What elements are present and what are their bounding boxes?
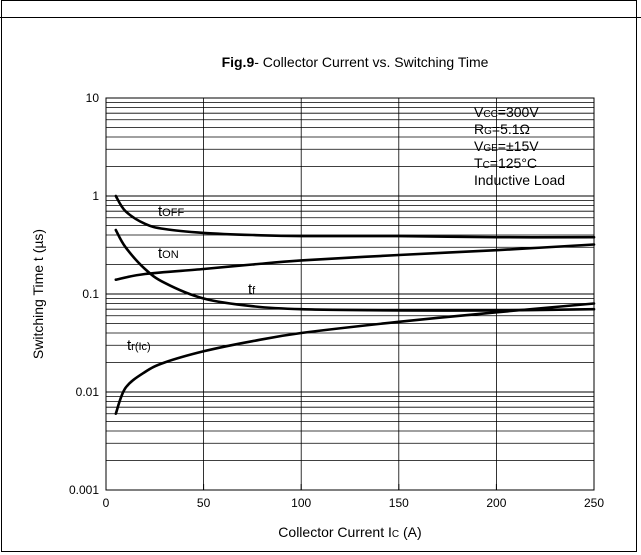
x-axis-title-unit: (A) [399,524,422,540]
series-line-tf [114,228,596,312]
y-axis-title: Switching Time t (µs) [30,229,46,359]
chart-title: Fig.9- Collector Current vs. Switching T… [222,54,489,70]
y-tick-label: 10 [86,91,100,105]
plot-area-border [105,97,595,491]
x-axis-title: Collector Current IC (A) [278,524,421,540]
y-tick-label: 0.01 [76,385,100,399]
y-tick-label: 0.001 [69,483,99,497]
x-axis-title-sub: C [392,529,399,540]
series-label-tf: tf [248,281,256,298]
x-tick-label: 0 [103,496,110,510]
x-tick-label: 150 [389,496,409,510]
series-label-tric: tr(Ic) [127,337,151,354]
y-tick-label: 0.1 [82,287,99,301]
condition-line: Inductive Load [474,172,565,188]
header-rule [0,17,641,18]
series-label-toff: tOFF [158,203,184,220]
conditions-annotation: VCC=300VRG=5.1ΩVGE=±15VTC=125°CInductive… [474,104,565,188]
x-tick-label: 50 [197,496,211,510]
condition-line: VGE=±15V [474,138,539,154]
condition-line: VCC=300V [474,104,539,120]
series-labels: tOFF tON tf tr(Ic) [127,203,256,354]
x-axis-title-main: Collector Current I [278,524,392,540]
series-label-ton: tON [158,245,179,262]
condition-line: TC=125°C [474,155,537,171]
series-line-ton [114,243,596,281]
series-group [114,194,596,415]
series-line-tric [114,302,596,415]
chart-title-fig: Fig.9 [222,54,255,70]
y-tick-label: 1 [92,189,99,203]
x-tick-label: 100 [291,496,311,510]
x-tick-label: 200 [486,496,506,510]
y-axis-ticks: 0.001 0.01 0.1 1 10 [69,91,99,497]
grid [105,98,595,491]
x-tick-label: 250 [584,496,604,510]
chart-title-rest: - Collector Current vs. Switching Time [254,54,488,70]
condition-line: RG=5.1Ω [474,121,530,137]
x-axis-ticks: 0 50 100 150 200 250 [103,484,604,510]
series-line-toff [114,194,596,239]
